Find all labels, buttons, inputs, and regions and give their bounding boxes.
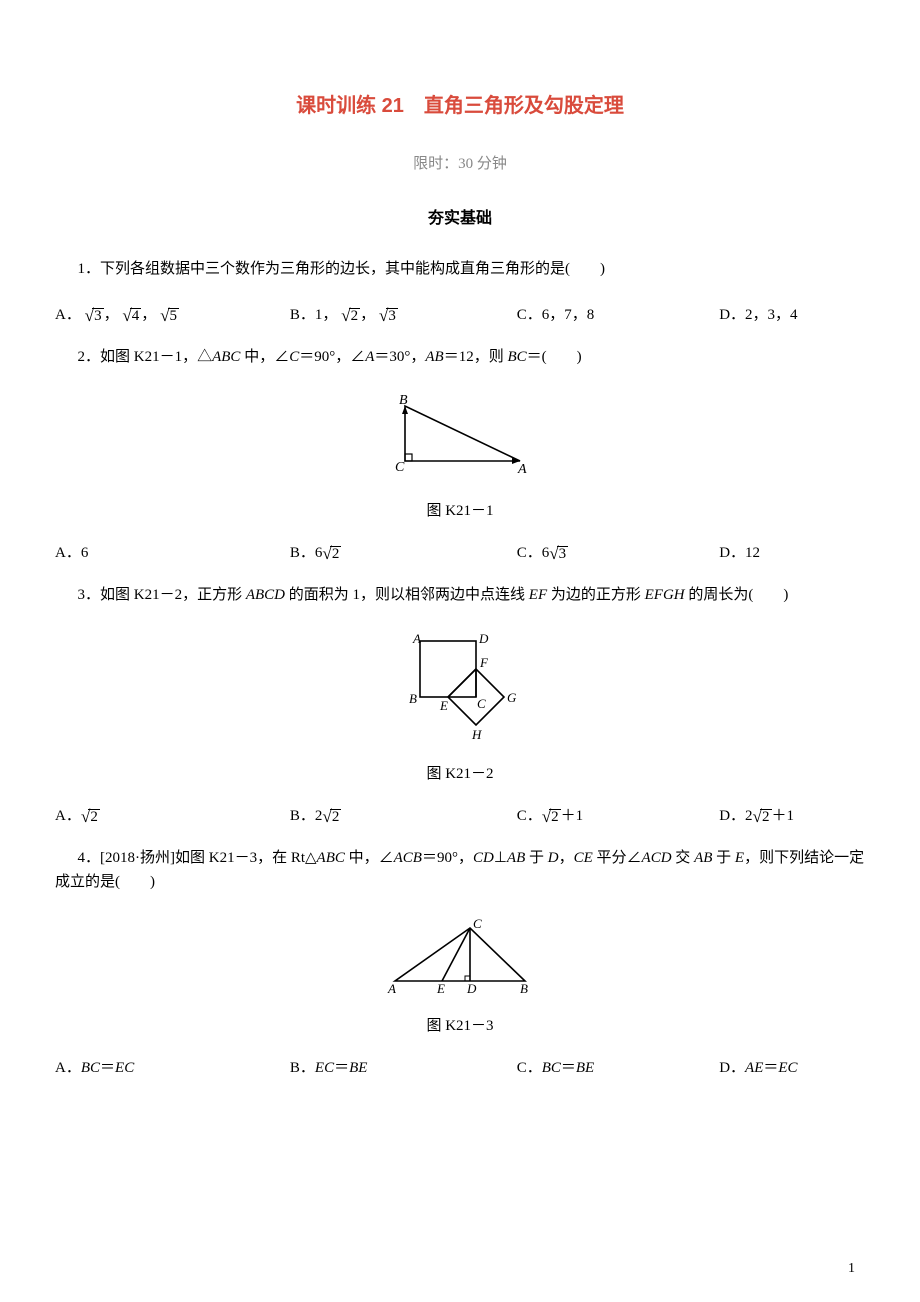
sqrt-icon: √3 xyxy=(85,307,104,324)
svg-text:C: C xyxy=(477,696,486,711)
question-3: 3．如图 K21－2，正方形 ABCD 的面积为 1，则以相邻两边中点连线 EF… xyxy=(55,583,865,607)
q3-opt-d: D．2√2＋1 xyxy=(719,804,865,828)
q2-opt-a: A．6 xyxy=(55,541,290,565)
q2-figure: B C A 图 K21－1 xyxy=(55,391,865,523)
q4-figure-caption: 图 K21－3 xyxy=(55,1014,865,1038)
q3-options: A．√2 B．2√2 C．√2＋1 D．2√2＋1 xyxy=(55,804,865,828)
q3-figure-caption: 图 K21－2 xyxy=(55,762,865,786)
triangle-figure-icon: B C A xyxy=(385,391,535,481)
svg-text:B: B xyxy=(520,981,528,996)
q2-opt-c: C．6√3 xyxy=(517,541,720,565)
triangle-figure-icon: A E D B C xyxy=(380,916,540,996)
q4-opt-a: A．BC＝EC xyxy=(55,1056,290,1080)
q3-opt-b: B．2√2 xyxy=(290,804,517,828)
q2-options: A．6 B．6√2 C．6√3 D．12 xyxy=(55,541,865,565)
svg-text:C: C xyxy=(473,916,482,931)
svg-text:A: A xyxy=(387,981,396,996)
sqrt-icon: √2 xyxy=(542,808,561,825)
section-header: 夯实基础 xyxy=(55,206,865,232)
svg-text:D: D xyxy=(466,981,477,996)
q2-figure-caption: 图 K21－1 xyxy=(55,499,865,523)
q3-opt-a: A．√2 xyxy=(55,804,290,828)
question-2: 2．如图 K21－1，△ABC 中，∠C＝90°，∠A＝30°，AB＝12，则 … xyxy=(55,345,865,369)
document-title: 课时训练 21 直角三角形及勾股定理 xyxy=(55,90,865,122)
sqrt-icon: √2 xyxy=(81,808,100,825)
question-4: 4．[2018·扬州]如图 K21－3，在 Rt△ABC 中，∠ACB＝90°，… xyxy=(55,846,865,894)
q1-opt-a: A． √3， √4， √5 xyxy=(55,303,290,327)
q1-opt-d: D．2，3，4 xyxy=(719,303,865,327)
q2-opt-d: D．12 xyxy=(719,541,865,565)
time-limit: 限时：30 分钟 xyxy=(55,152,865,176)
q4-options: A．BC＝EC B．EC＝BE C．BC＝BE D．AE＝EC xyxy=(55,1056,865,1080)
svg-text:G: G xyxy=(507,690,517,705)
q4-opt-d: D．AE＝EC xyxy=(719,1056,865,1080)
sqrt-icon: √2 xyxy=(341,307,360,324)
q3-figure: A D B C E F G H 图 K21－2 xyxy=(55,629,865,786)
square-figure-icon: A D B C E F G H xyxy=(395,629,525,744)
svg-text:F: F xyxy=(479,655,489,670)
svg-text:D: D xyxy=(478,631,489,646)
q1-options: A． √3， √4， √5 B．1， √2， √3 C．6，7，8 D．2，3，… xyxy=(55,303,865,327)
q4-figure: A E D B C 图 K21－3 xyxy=(55,916,865,1038)
q1-opt-b: B．1， √2， √3 xyxy=(290,303,517,327)
svg-text:H: H xyxy=(471,727,482,742)
sqrt-icon: √2 xyxy=(753,808,772,825)
q1-stem: 1．下列各组数据中三个数作为三角形的边长，其中能构成直角三角形的是( ) xyxy=(78,261,606,277)
sqrt-icon: √3 xyxy=(379,307,398,324)
sqrt-icon: √2 xyxy=(322,545,341,562)
svg-text:E: E xyxy=(439,698,448,713)
svg-text:B: B xyxy=(399,393,408,408)
svg-text:A: A xyxy=(412,631,421,646)
svg-text:E: E xyxy=(436,981,445,996)
question-1: 1．下列各组数据中三个数作为三角形的边长，其中能构成直角三角形的是( ) xyxy=(55,257,865,281)
svg-text:B: B xyxy=(409,691,417,706)
q1-opt-c: C．6，7，8 xyxy=(517,303,720,327)
page-number: 1 xyxy=(848,1258,855,1280)
q4-opt-c: C．BC＝BE xyxy=(517,1056,720,1080)
svg-text:A: A xyxy=(517,462,527,477)
sqrt-icon: √2 xyxy=(322,808,341,825)
svg-text:C: C xyxy=(395,460,405,475)
sqrt-icon: √4 xyxy=(122,307,141,324)
q2-opt-b: B．6√2 xyxy=(290,541,517,565)
sqrt-icon: √3 xyxy=(549,545,568,562)
q4-opt-b: B．EC＝BE xyxy=(290,1056,517,1080)
sqrt-icon: √5 xyxy=(160,307,179,324)
q3-opt-c: C．√2＋1 xyxy=(517,804,720,828)
